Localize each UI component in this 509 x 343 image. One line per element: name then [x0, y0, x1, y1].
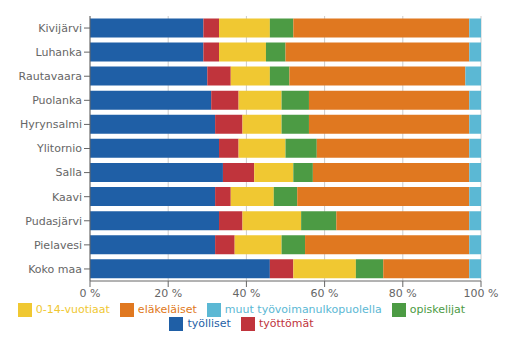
svg-text:Hyrynsalmi: Hyrynsalmi — [20, 118, 82, 131]
svg-text:40 %: 40 % — [232, 287, 260, 300]
svg-text:Koko maa: Koko maa — [28, 263, 82, 276]
svg-text:Pudasjärvi: Pudasjärvi — [25, 215, 82, 228]
svg-text:Salla: Salla — [55, 166, 82, 179]
svg-text:100 %: 100 % — [464, 287, 499, 300]
svg-text:Puolanka: Puolanka — [32, 94, 82, 107]
html-text:muut työvoimanulkopuolella: muut työvoimanulkopuolella — [224, 303, 382, 316]
html-text:työlliset: työlliset — [187, 317, 231, 330]
svg-text:Ylitornio: Ylitornio — [36, 142, 82, 155]
svg-text:80 %: 80 % — [389, 287, 417, 300]
html-text:0-14-vuotiaat: 0-14-vuotiaat — [35, 303, 110, 316]
svg-text:20 %: 20 % — [154, 287, 182, 300]
svg-text:Rautavaara: Rautavaara — [19, 70, 82, 83]
svg-text:Kivijärvi: Kivijärvi — [38, 22, 82, 35]
svg-text:60 %: 60 % — [311, 287, 339, 300]
svg-text:Kaavi: Kaavi — [52, 191, 82, 204]
html-text:eläkeläiset: eläkeläiset — [137, 303, 197, 316]
html-text:opiskelijat: opiskelijat — [409, 303, 466, 316]
svg-text:Pielavesi: Pielavesi — [34, 239, 82, 252]
html-text:työttömät: työttömät — [258, 317, 314, 330]
svg-text:0 %: 0 % — [80, 287, 101, 300]
svg-text:Luhanka: Luhanka — [35, 46, 82, 59]
